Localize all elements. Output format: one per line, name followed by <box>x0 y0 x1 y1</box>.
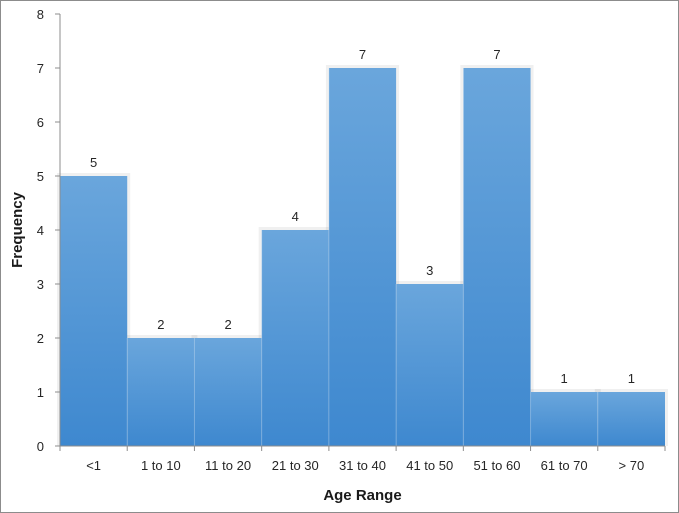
x-tick-label-8: 61 to 70 <box>541 458 588 473</box>
data-label-9: 1 <box>628 371 635 386</box>
x-tick-label-9: > 70 <box>619 458 645 473</box>
bar-2 <box>127 338 195 446</box>
data-label-1: 5 <box>90 155 97 170</box>
x-axis-title: Age Range <box>323 487 401 504</box>
data-label-3: 2 <box>224 317 231 332</box>
x-tick-label-6: 41 to 50 <box>406 458 453 473</box>
x-tick-label-5: 31 to 40 <box>339 458 386 473</box>
x-tick-label-2: 1 to 10 <box>141 458 181 473</box>
y-tick-label: 0 <box>37 439 44 454</box>
y-tick-label: 5 <box>37 169 44 184</box>
y-tick-label: 2 <box>37 331 44 346</box>
data-label-4: 4 <box>292 209 299 224</box>
bar-6 <box>396 284 464 446</box>
y-tick-label: 3 <box>37 277 44 292</box>
bar-1 <box>60 176 128 446</box>
bar-9 <box>597 392 665 446</box>
x-tick-label-7: 51 to 60 <box>473 458 520 473</box>
data-label-5: 7 <box>359 47 366 62</box>
bar-5 <box>328 68 397 446</box>
bar-3 <box>194 338 262 446</box>
bar-7 <box>463 68 531 446</box>
x-ticks-group: <1 1 to 10 11 to 20 21 to 30 31 to 40 41 to 5… <box>59 446 666 473</box>
bars-group <box>59 68 665 446</box>
x-tick-label-4: 21 to 30 <box>272 458 319 473</box>
data-label-8: 1 <box>561 371 568 386</box>
y-axis-title: Frequency <box>9 191 26 268</box>
bar-4 <box>261 230 329 446</box>
y-tick-label: 4 <box>37 223 44 238</box>
x-tick-label-1: <1 <box>86 458 101 473</box>
y-ticks-group: 0 1 2 3 4 5 6 7 8 <box>37 7 60 454</box>
y-tick-label: 6 <box>37 115 44 130</box>
y-tick-label: 7 <box>37 61 44 76</box>
data-label-7: 7 <box>493 47 500 62</box>
x-tick-label-3: 11 to 20 <box>205 458 251 473</box>
y-tick-label: 8 <box>37 7 44 22</box>
bar-8 <box>530 392 598 446</box>
y-tick-label: 1 <box>37 385 44 400</box>
data-label-6: 3 <box>426 263 433 278</box>
data-label-2: 2 <box>157 317 164 332</box>
